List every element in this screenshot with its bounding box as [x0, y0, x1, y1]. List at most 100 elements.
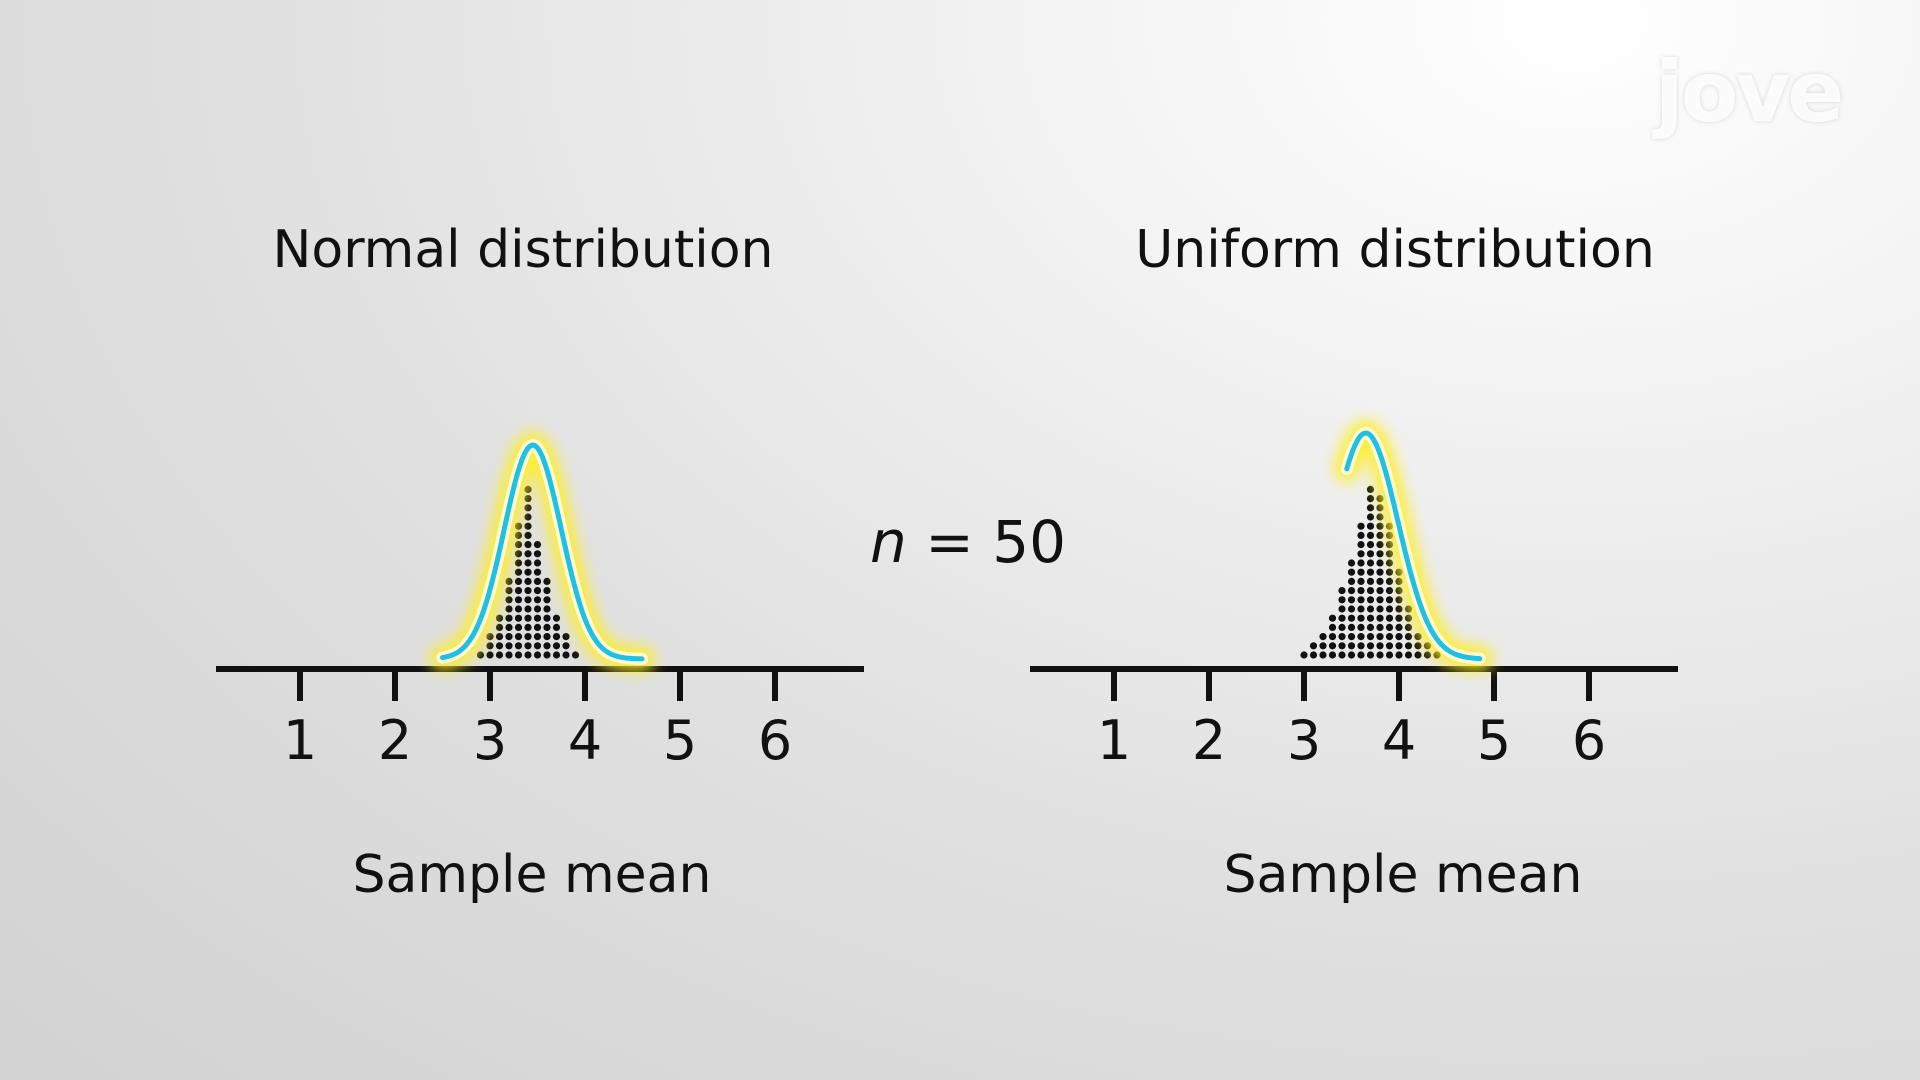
dot-point [1357, 577, 1365, 586]
chart-title-uniform: Uniform distribution [1135, 220, 1655, 280]
dot-point [1376, 614, 1384, 622]
dot-point [1357, 587, 1365, 595]
dot-point [1385, 651, 1394, 659]
dot-point [514, 568, 523, 576]
dot-point [1395, 633, 1403, 641]
dot-point [1347, 614, 1356, 622]
dot-point [505, 587, 513, 595]
dot-point [543, 587, 551, 595]
dot-point [1366, 541, 1375, 549]
dot-point [486, 642, 494, 650]
dot-point [533, 587, 542, 595]
dot-point [1357, 531, 1365, 540]
dot-point [524, 577, 532, 586]
dot-point [1338, 651, 1346, 659]
dot-point [524, 642, 532, 650]
x-tick-label-4: 4 [568, 709, 602, 772]
dot-point [1328, 623, 1337, 632]
sample-size-variable: n [870, 508, 907, 576]
dot-point [1385, 596, 1394, 604]
dot-point [514, 596, 523, 604]
dot-point [1366, 495, 1375, 503]
dot-point [514, 614, 523, 622]
dot-point [1376, 550, 1384, 558]
dot-point [524, 587, 532, 595]
dot-point [1366, 568, 1375, 576]
dot-point [552, 633, 561, 641]
dot-point [514, 642, 523, 650]
dot-point [1385, 642, 1394, 650]
dot-point [533, 577, 542, 586]
dot-point [1385, 614, 1394, 622]
dot-point [1395, 642, 1403, 650]
dot-point [1385, 587, 1394, 595]
dot-point [1366, 531, 1375, 540]
dot-point [1385, 577, 1394, 586]
x-tick-label-1: 1 [283, 709, 317, 772]
dot-point [1347, 633, 1356, 641]
dot-point [1366, 513, 1375, 521]
dot-point [552, 642, 561, 650]
dot-point [1357, 550, 1365, 558]
dot-point [533, 633, 542, 641]
dot-point [1376, 587, 1384, 595]
dot-point [505, 614, 513, 622]
dot-point [533, 651, 542, 659]
dot-point [1376, 577, 1384, 586]
dot-point [543, 642, 551, 650]
dot-point [1376, 522, 1384, 530]
dot-point [1357, 633, 1365, 641]
dot-point [1338, 633, 1346, 641]
density-curve-uniform [1344, 430, 1483, 662]
dot-point [505, 577, 513, 586]
dot-point [1338, 614, 1346, 622]
dot-point [1376, 596, 1384, 604]
dot-point [543, 651, 551, 659]
dot-point [524, 623, 532, 632]
dot-point [1357, 651, 1365, 659]
dot-point [505, 623, 513, 632]
dot-point [524, 559, 532, 567]
dot-point [514, 559, 523, 567]
dot-point [514, 577, 523, 586]
dot-point [1357, 614, 1365, 622]
x-tick-label-3: 3 [473, 709, 507, 772]
curve-glow-uniform [1333, 420, 1493, 672]
dot-point [1376, 513, 1384, 521]
dot-point [1366, 485, 1375, 493]
dot-point [533, 642, 542, 650]
x-tick-label-3: 3 [1287, 709, 1321, 772]
dot-point [1319, 642, 1327, 650]
dot-point [1385, 568, 1394, 576]
dot-point [524, 605, 532, 613]
dot-point [1347, 559, 1356, 567]
dot-point [524, 531, 532, 540]
dot-point [1300, 651, 1308, 659]
dot-point [1366, 651, 1375, 659]
dot-point [1376, 633, 1384, 641]
dot-point [543, 577, 551, 586]
dot-point [1347, 605, 1356, 613]
dot-point [1328, 614, 1337, 622]
dot-point [505, 651, 513, 659]
dot-point [533, 614, 542, 622]
dot-point [1366, 596, 1375, 604]
dot-point [1319, 651, 1327, 659]
sample-size-value: 50 [992, 508, 1067, 576]
dot-point [1357, 623, 1365, 632]
dot-point [1376, 605, 1384, 613]
dot-point [1338, 642, 1346, 650]
dot-point [1395, 605, 1403, 613]
dot-point [1366, 550, 1375, 558]
dot-point [1347, 587, 1356, 595]
dot-point [1347, 596, 1356, 604]
dot-point [1414, 651, 1422, 659]
dot-point [495, 614, 504, 622]
dot-point [486, 651, 494, 659]
dot-point [1385, 605, 1394, 613]
dot-point [524, 633, 532, 641]
dot-point [1366, 559, 1375, 567]
dot-point [514, 633, 523, 641]
dot-point [1309, 651, 1318, 659]
dot-point [1404, 614, 1413, 622]
